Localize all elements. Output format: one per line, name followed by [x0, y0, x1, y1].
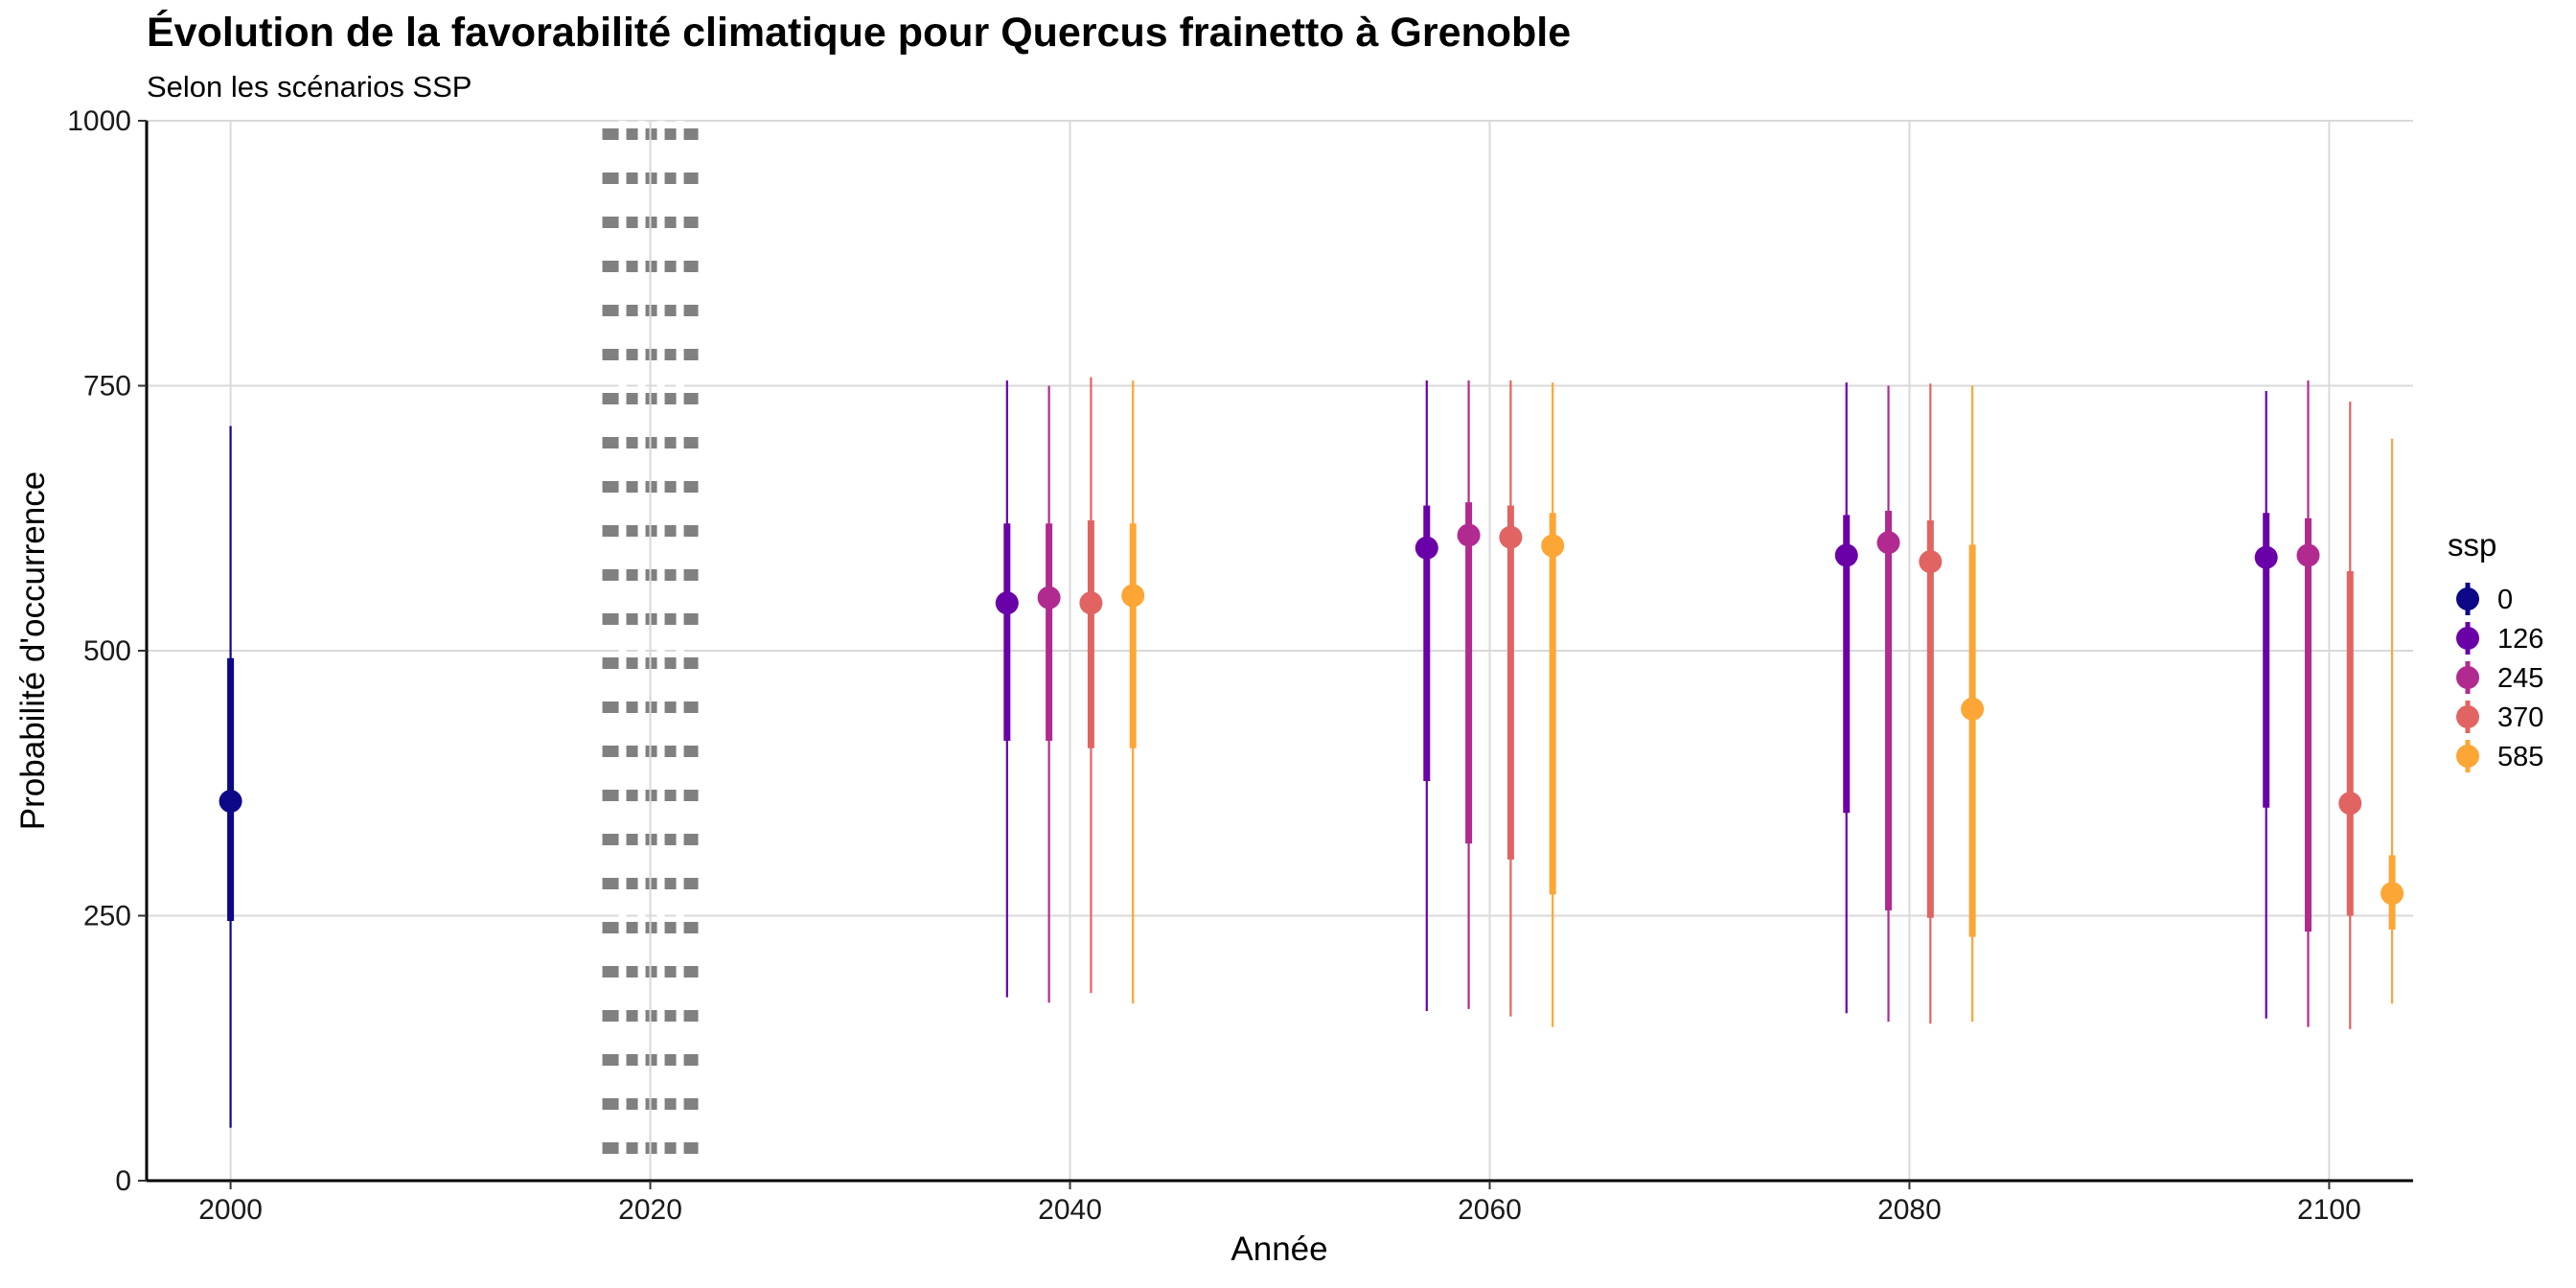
- series-ssp-585: [1121, 380, 2404, 1027]
- median-point: [1414, 536, 1438, 560]
- median-point: [1876, 531, 1900, 555]
- median-point: [1457, 523, 1481, 547]
- x-tick-label: 2000: [198, 1194, 263, 1226]
- median-point: [1961, 697, 1985, 721]
- series-ssp-370: [1079, 377, 2362, 1029]
- median-point: [1919, 550, 1943, 574]
- chart-subtitle: Selon les scénarios SSP: [147, 70, 472, 104]
- y-ticks: 0 250 500 750 1000: [67, 105, 147, 1197]
- series-ssp-0: [218, 426, 242, 1128]
- x-tick-label: 2040: [1038, 1194, 1102, 1226]
- legend-key-point: [2456, 627, 2479, 650]
- legend-entry: 0: [2456, 583, 2513, 615]
- x-tick-label: 2020: [618, 1194, 682, 1226]
- y-tick-label: 1000: [67, 105, 131, 137]
- x-tick-label: 2080: [1877, 1194, 1942, 1226]
- legend-title: ssp: [2448, 527, 2496, 563]
- median-point: [1834, 543, 1858, 567]
- y-tick-label: 750: [83, 371, 131, 402]
- reference-line-2020: [602, 121, 699, 1181]
- median-point: [2254, 545, 2278, 569]
- median-point: [1499, 525, 1523, 549]
- legend-entry: 370: [2456, 701, 2543, 733]
- legend-key-point: [2456, 666, 2479, 689]
- median-point: [218, 790, 242, 814]
- legend-label: 0: [2497, 585, 2513, 615]
- legend-label: 585: [2497, 742, 2543, 772]
- median-point: [2380, 882, 2404, 906]
- data-marks: [218, 377, 2404, 1128]
- series-ssp-126: [995, 380, 2278, 1019]
- x-tick-label: 2100: [2297, 1194, 2361, 1226]
- median-point: [1121, 584, 1145, 608]
- y-tick-label: 0: [115, 1165, 131, 1197]
- median-point: [995, 591, 1019, 615]
- x-tick-label: 2060: [1458, 1194, 1522, 1226]
- median-point: [2338, 792, 2362, 816]
- legend-key-point: [2456, 705, 2479, 728]
- median-point: [1037, 586, 1061, 610]
- x-ticks: 2000 2020 2040 2060 2080 2100: [198, 1181, 2361, 1226]
- y-tick-label: 500: [83, 635, 131, 667]
- chart-title: Évolution de la favorabilité climatique …: [147, 10, 1571, 56]
- legend-label: 245: [2497, 663, 2543, 694]
- legend-key-point: [2456, 587, 2479, 610]
- legend-label: 126: [2497, 624, 2543, 655]
- legend-entry: 245: [2456, 661, 2543, 694]
- x-axis-title: Année: [1230, 1230, 1327, 1268]
- legend: ssp 0 126 245 370 585: [2448, 527, 2543, 772]
- legend-entry: 585: [2456, 740, 2543, 772]
- legend-key-point: [2456, 745, 2479, 768]
- y-axis-title: Probabilité d'occurrence: [14, 472, 52, 830]
- legend-entry: 126: [2456, 622, 2543, 655]
- legend-label: 370: [2497, 702, 2543, 733]
- median-point: [1541, 534, 1565, 558]
- median-point: [2296, 543, 2320, 567]
- gridlines: [147, 120, 2413, 1182]
- y-tick-label: 250: [83, 901, 131, 932]
- median-point: [1079, 591, 1103, 615]
- series-ssp-245: [1037, 380, 2320, 1027]
